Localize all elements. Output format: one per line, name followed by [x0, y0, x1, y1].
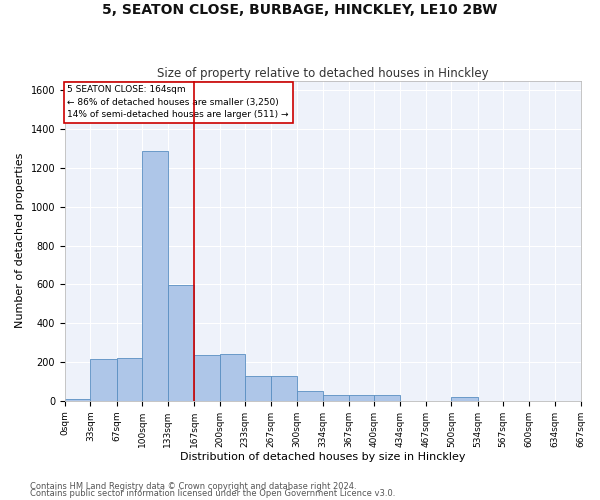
Title: Size of property relative to detached houses in Hinckley: Size of property relative to detached ho… — [157, 66, 488, 80]
Bar — [220, 354, 245, 401]
Bar — [297, 391, 323, 401]
Bar — [271, 376, 297, 401]
Text: Contains public sector information licensed under the Open Government Licence v3: Contains public sector information licen… — [30, 489, 395, 498]
Y-axis label: Number of detached properties: Number of detached properties — [15, 153, 25, 328]
Bar — [349, 395, 374, 401]
Bar — [245, 376, 271, 401]
Bar — [116, 358, 142, 401]
Bar — [451, 397, 478, 401]
Bar — [65, 399, 91, 401]
X-axis label: Distribution of detached houses by size in Hinckley: Distribution of detached houses by size … — [180, 452, 466, 462]
Bar — [323, 395, 349, 401]
Text: 5, SEATON CLOSE, BURBAGE, HINCKLEY, LE10 2BW: 5, SEATON CLOSE, BURBAGE, HINCKLEY, LE10… — [103, 2, 497, 16]
Bar — [374, 395, 400, 401]
Bar — [142, 150, 168, 401]
Bar — [194, 355, 220, 401]
Bar — [168, 286, 194, 401]
Text: Contains HM Land Registry data © Crown copyright and database right 2024.: Contains HM Land Registry data © Crown c… — [30, 482, 356, 491]
Bar — [91, 359, 116, 401]
Text: 5 SEATON CLOSE: 164sqm
← 86% of detached houses are smaller (3,250)
14% of semi-: 5 SEATON CLOSE: 164sqm ← 86% of detached… — [67, 86, 289, 119]
